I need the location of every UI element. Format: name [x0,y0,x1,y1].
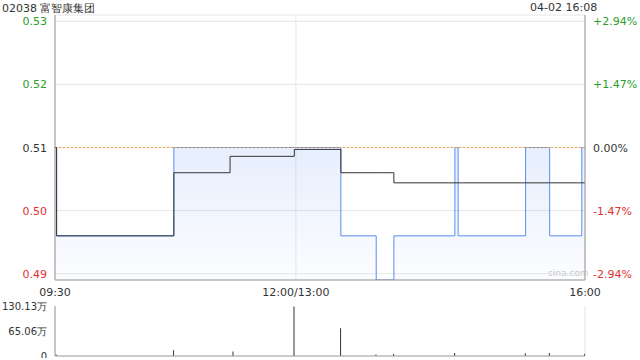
svg-text:09:30: 09:30 [39,286,71,299]
svg-text:0.49: 0.49 [23,268,48,281]
svg-text:0.52: 0.52 [23,78,48,91]
svg-text:0: 0 [41,351,47,358]
svg-text:12:00/13:00: 12:00/13:00 [262,286,329,299]
svg-text:65.06万: 65.06万 [8,326,47,337]
svg-text:0.50: 0.50 [23,205,48,218]
html-text:04-02 16:08: 04-02 16:08 [530,1,598,14]
html-text:02038 富智康集团: 02038 富智康集团 [2,2,96,15]
svg-text:0.53: 0.53 [23,15,48,28]
svg-text:+2.94%: +2.94% [593,15,632,28]
svg-text:-1.47%: -1.47% [593,205,632,218]
svg-text:-2.94%: -2.94% [593,268,632,281]
svg-text:0.51: 0.51 [23,142,48,155]
html-text:sina.com: sina.com [548,268,589,278]
svg-text:16:00: 16:00 [569,286,601,299]
svg-text:130.13万: 130.13万 [8,301,47,312]
svg-text:+1.47%: +1.47% [593,78,632,91]
svg-text:0.00%: 0.00% [593,142,628,155]
